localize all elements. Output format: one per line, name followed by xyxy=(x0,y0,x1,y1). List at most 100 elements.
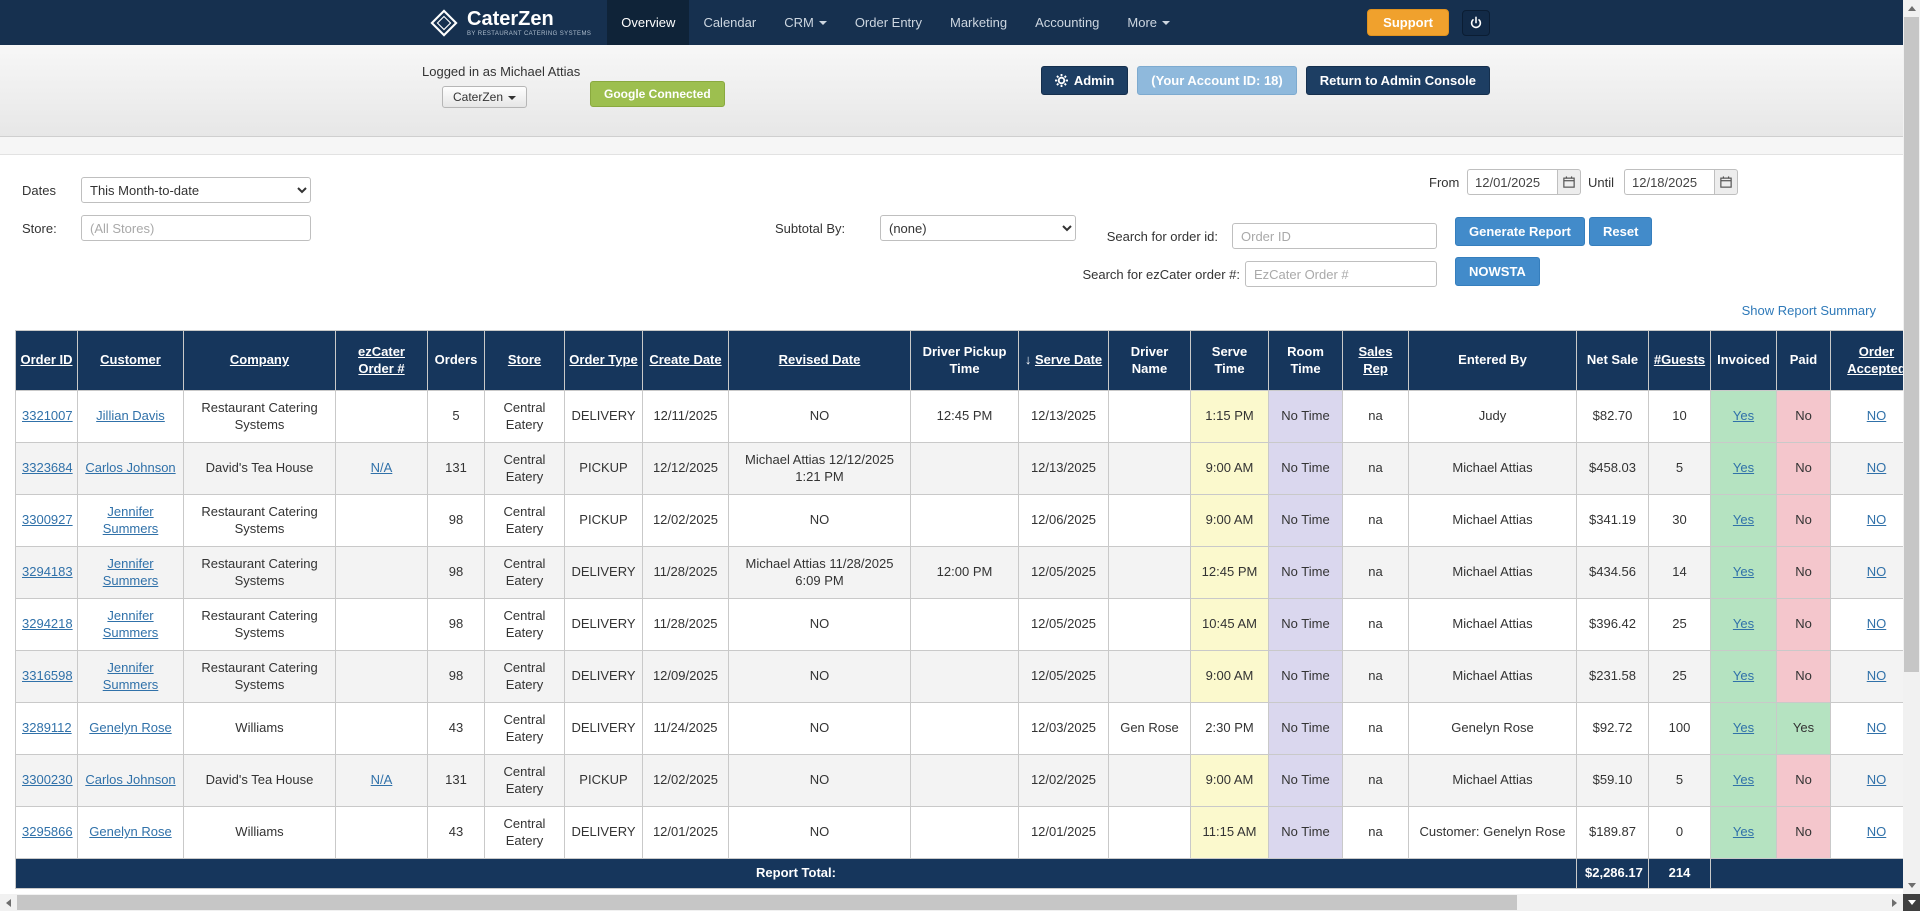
customer-link[interactable]: Jennifer Summers xyxy=(102,659,159,692)
account-id-button[interactable]: (Your Account ID: 18) xyxy=(1137,66,1297,95)
order-id-link[interactable]: 3294218 xyxy=(22,616,73,632)
orders-report-table: Order ID Customer Company ezCater Order # Or… xyxy=(15,330,1920,889)
vertical-scrollbar[interactable] xyxy=(1903,0,1920,894)
return-admin-console-button[interactable]: Return to Admin Console xyxy=(1305,66,1490,95)
invoiced-link[interactable]: Yes xyxy=(1732,720,1755,736)
order-id-link[interactable]: 3295866 xyxy=(22,824,73,840)
column-header-sales-rep[interactable]: Sales Rep xyxy=(1342,330,1409,391)
nowsta-button[interactable]: NOWSTA xyxy=(1455,257,1540,286)
subtotal-by-select[interactable]: (none) xyxy=(880,215,1076,241)
customer-link[interactable]: Carlos Johnson xyxy=(85,772,176,788)
order-id-link[interactable]: 3300230 xyxy=(22,772,73,788)
order-id-link[interactable]: 3300927 xyxy=(22,512,73,528)
scroll-left-button[interactable] xyxy=(0,894,17,911)
column-header-ezcater[interactable]: ezCater Order # xyxy=(335,330,428,391)
accepted-link[interactable]: NO xyxy=(1866,460,1887,476)
column-header-label: Create Date xyxy=(649,352,722,368)
horizontal-scrollbar[interactable] xyxy=(0,894,1903,911)
order-id-link[interactable]: 3294183 xyxy=(22,564,73,580)
logout-power-button[interactable] xyxy=(1462,9,1490,36)
ezcater-search-input[interactable] xyxy=(1245,261,1437,287)
generate-report-button[interactable]: Generate Report xyxy=(1455,217,1585,246)
admin-button[interactable]: Admin xyxy=(1040,66,1129,95)
cell-sales-rep: na xyxy=(1342,390,1409,443)
nav-item-calendar[interactable]: Calendar xyxy=(689,0,770,45)
accepted-link[interactable]: NO xyxy=(1866,564,1887,580)
column-header-customer[interactable]: Customer xyxy=(77,330,184,391)
cell-guests: 10 xyxy=(1648,390,1711,443)
from-date-group xyxy=(1467,169,1581,195)
vertical-scrollbar-thumb[interactable] xyxy=(1904,17,1919,672)
order-id-link[interactable]: 3289112 xyxy=(22,720,72,736)
customer-link[interactable]: Jillian Davis xyxy=(96,408,165,424)
invoiced-link[interactable]: Yes xyxy=(1732,668,1755,684)
from-date-input[interactable] xyxy=(1467,169,1557,195)
order-id-link[interactable]: 3321007 xyxy=(22,408,73,424)
nav-item-accounting[interactable]: Accounting xyxy=(1021,0,1113,45)
accepted-link[interactable]: NO xyxy=(1866,512,1887,528)
nav-item-crm[interactable]: CRM xyxy=(770,0,841,45)
until-date-input[interactable] xyxy=(1624,169,1714,195)
invoiced-link[interactable]: Yes xyxy=(1732,408,1755,424)
customer-link[interactable]: Genelyn Rose xyxy=(89,824,172,840)
brand-logo[interactable]: CaterZen BY RESTAURANT CATERING SYSTEMS xyxy=(430,0,607,45)
support-button[interactable]: Support xyxy=(1367,9,1449,36)
caterzen-dropdown-button[interactable]: CaterZen xyxy=(442,86,528,108)
order-id-search-input[interactable] xyxy=(1232,223,1437,249)
column-header-revised-date[interactable]: Revised Date xyxy=(728,330,911,391)
accepted-link[interactable]: NO xyxy=(1866,616,1887,632)
accepted-link[interactable]: NO xyxy=(1866,720,1887,736)
column-header-serve-date[interactable]: ↓ Serve Date xyxy=(1018,330,1109,391)
scroll-right-button[interactable] xyxy=(1886,894,1903,911)
dates-select[interactable]: This Month-to-date xyxy=(81,177,311,203)
store-input[interactable] xyxy=(81,215,311,241)
cell-room-time: No Time xyxy=(1268,702,1343,755)
customer-link[interactable]: Jennifer Summers xyxy=(102,503,159,536)
nav-item-more[interactable]: More xyxy=(1113,0,1184,45)
invoiced-link[interactable]: Yes xyxy=(1732,460,1755,476)
table-footer: Report Total: $2,286.17 214 xyxy=(15,858,1920,889)
accepted-link[interactable]: NO xyxy=(1866,668,1887,684)
show-report-summary-link[interactable]: Show Report Summary xyxy=(1741,303,1876,318)
horizontal-scrollbar-thumb[interactable] xyxy=(17,895,1517,910)
reset-button[interactable]: Reset xyxy=(1589,217,1653,246)
google-connected-button[interactable]: Google Connected xyxy=(590,81,725,107)
invoiced-link[interactable]: Yes xyxy=(1732,512,1755,528)
customer-link[interactable]: Genelyn Rose xyxy=(89,720,172,736)
scroll-corner-button[interactable] xyxy=(1903,894,1920,911)
invoiced-link[interactable]: Yes xyxy=(1732,772,1755,788)
customer-link[interactable]: Jennifer Summers xyxy=(102,555,159,588)
column-header-create-date[interactable]: Create Date xyxy=(642,330,729,391)
accepted-link[interactable]: NO xyxy=(1866,772,1887,788)
column-header-pickup-time: Driver Pickup Time xyxy=(910,330,1019,391)
accepted-link[interactable]: NO xyxy=(1866,824,1887,840)
scroll-down-button[interactable] xyxy=(1903,877,1920,894)
cell-net-sale: $434.56 xyxy=(1576,546,1649,599)
invoiced-link[interactable]: Yes xyxy=(1732,824,1755,840)
column-header-order-id[interactable]: Order ID xyxy=(15,330,78,391)
order-id-link[interactable]: 3316598 xyxy=(22,668,73,684)
customer-link[interactable]: Jennifer Summers xyxy=(102,607,159,640)
column-header-guests[interactable]: #Guests xyxy=(1648,330,1711,391)
table-row: 3321007 Jillian Davis Restaurant Catering … xyxy=(15,390,1920,443)
column-header-store[interactable]: Store xyxy=(484,330,565,391)
cell-revised-date: NO xyxy=(728,390,911,443)
cell-orders: 43 xyxy=(427,702,485,755)
from-calendar-button[interactable] xyxy=(1557,169,1581,195)
chevron-down-icon xyxy=(818,20,827,25)
column-header-order-type[interactable]: Order Type xyxy=(564,330,643,391)
nav-item-overview[interactable]: Overview xyxy=(607,0,690,45)
accepted-link[interactable]: NO xyxy=(1866,408,1887,424)
customer-link[interactable]: Carlos Johnson xyxy=(85,460,176,476)
order-id-link[interactable]: 3323684 xyxy=(22,460,73,476)
ezcater-link[interactable]: N/A xyxy=(370,772,393,788)
ezcater-link[interactable]: N/A xyxy=(370,460,393,476)
invoiced-link[interactable]: Yes xyxy=(1732,616,1755,632)
until-calendar-button[interactable] xyxy=(1714,169,1738,195)
invoiced-link[interactable]: Yes xyxy=(1732,564,1755,580)
cell-ezcater: N/A xyxy=(335,754,428,807)
nav-item-order-entry[interactable]: Order Entry xyxy=(841,0,936,45)
nav-item-marketing[interactable]: Marketing xyxy=(936,0,1021,45)
column-header-company[interactable]: Company xyxy=(183,330,336,391)
scroll-up-button[interactable] xyxy=(1903,0,1920,17)
